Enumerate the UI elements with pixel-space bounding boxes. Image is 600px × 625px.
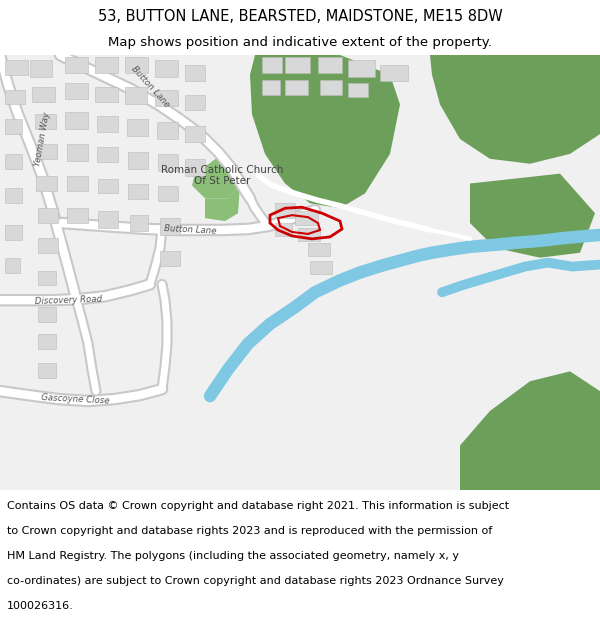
Text: Yeoman Way: Yeoman Way	[33, 111, 51, 167]
Polygon shape	[460, 371, 600, 490]
Polygon shape	[318, 57, 342, 72]
Text: co-ordinates) are subject to Crown copyright and database rights 2023 Ordnance S: co-ordinates) are subject to Crown copyr…	[7, 576, 504, 586]
Polygon shape	[38, 334, 56, 349]
Text: Button Lane: Button Lane	[129, 64, 171, 109]
Polygon shape	[470, 174, 595, 258]
Polygon shape	[155, 89, 178, 106]
Text: Contains OS data © Crown copyright and database right 2021. This information is : Contains OS data © Crown copyright and d…	[7, 501, 509, 511]
Polygon shape	[95, 57, 118, 72]
Polygon shape	[35, 114, 56, 129]
Polygon shape	[310, 261, 332, 274]
Polygon shape	[98, 211, 118, 228]
Polygon shape	[275, 203, 295, 218]
Polygon shape	[67, 144, 88, 161]
Polygon shape	[38, 364, 56, 378]
Text: 100026316.: 100026316.	[7, 601, 74, 611]
Polygon shape	[185, 126, 205, 142]
Polygon shape	[295, 211, 318, 225]
Polygon shape	[348, 82, 368, 96]
Polygon shape	[285, 80, 308, 94]
Polygon shape	[127, 119, 148, 136]
Polygon shape	[192, 156, 240, 198]
Polygon shape	[205, 186, 240, 221]
Polygon shape	[5, 154, 22, 169]
Polygon shape	[185, 159, 205, 176]
Polygon shape	[67, 176, 88, 191]
Polygon shape	[158, 154, 178, 171]
Polygon shape	[128, 152, 148, 169]
Polygon shape	[130, 215, 148, 231]
Polygon shape	[65, 82, 88, 99]
Polygon shape	[125, 87, 147, 104]
Polygon shape	[160, 218, 180, 235]
Polygon shape	[38, 271, 56, 286]
Text: 53, BUTTON LANE, BEARSTED, MAIDSTONE, ME15 8DW: 53, BUTTON LANE, BEARSTED, MAIDSTONE, ME…	[98, 9, 502, 24]
Polygon shape	[380, 65, 408, 81]
Polygon shape	[185, 94, 205, 111]
Text: to Crown copyright and database rights 2023 and is reproduced with the permissio: to Crown copyright and database rights 2…	[7, 526, 493, 536]
Polygon shape	[36, 144, 57, 159]
Polygon shape	[275, 223, 292, 236]
Polygon shape	[36, 176, 57, 191]
Polygon shape	[250, 55, 400, 208]
Polygon shape	[157, 122, 178, 139]
Polygon shape	[285, 57, 310, 72]
Polygon shape	[30, 60, 52, 77]
Polygon shape	[320, 80, 342, 94]
Polygon shape	[95, 87, 118, 103]
Polygon shape	[32, 87, 55, 103]
Polygon shape	[125, 57, 148, 72]
Polygon shape	[38, 307, 56, 322]
Text: Gascoyne Close: Gascoyne Close	[41, 392, 109, 406]
Polygon shape	[5, 225, 22, 240]
Polygon shape	[5, 119, 22, 134]
Polygon shape	[155, 60, 178, 77]
Polygon shape	[348, 60, 375, 77]
Polygon shape	[262, 57, 282, 72]
Polygon shape	[38, 208, 58, 223]
Polygon shape	[158, 186, 178, 201]
Text: Roman Catholic Church
Of St Peter: Roman Catholic Church Of St Peter	[161, 165, 283, 186]
Text: HM Land Registry. The polygons (including the associated geometry, namely x, y: HM Land Registry. The polygons (includin…	[7, 551, 459, 561]
Polygon shape	[160, 251, 180, 266]
Polygon shape	[65, 112, 88, 129]
Polygon shape	[97, 147, 118, 162]
Polygon shape	[38, 238, 58, 252]
Polygon shape	[5, 189, 22, 203]
Polygon shape	[65, 57, 88, 72]
Polygon shape	[5, 60, 28, 75]
Polygon shape	[128, 184, 148, 199]
Polygon shape	[67, 208, 88, 223]
Polygon shape	[262, 80, 280, 94]
Polygon shape	[98, 179, 118, 193]
Polygon shape	[97, 116, 118, 132]
Polygon shape	[430, 55, 600, 164]
Text: Map shows position and indicative extent of the property.: Map shows position and indicative extent…	[108, 36, 492, 49]
Polygon shape	[298, 228, 320, 241]
Polygon shape	[5, 258, 20, 272]
Text: Button Lane: Button Lane	[164, 224, 217, 236]
Text: Discovery Road: Discovery Road	[34, 294, 102, 306]
Polygon shape	[185, 65, 205, 81]
Polygon shape	[308, 243, 330, 256]
Polygon shape	[5, 89, 25, 104]
